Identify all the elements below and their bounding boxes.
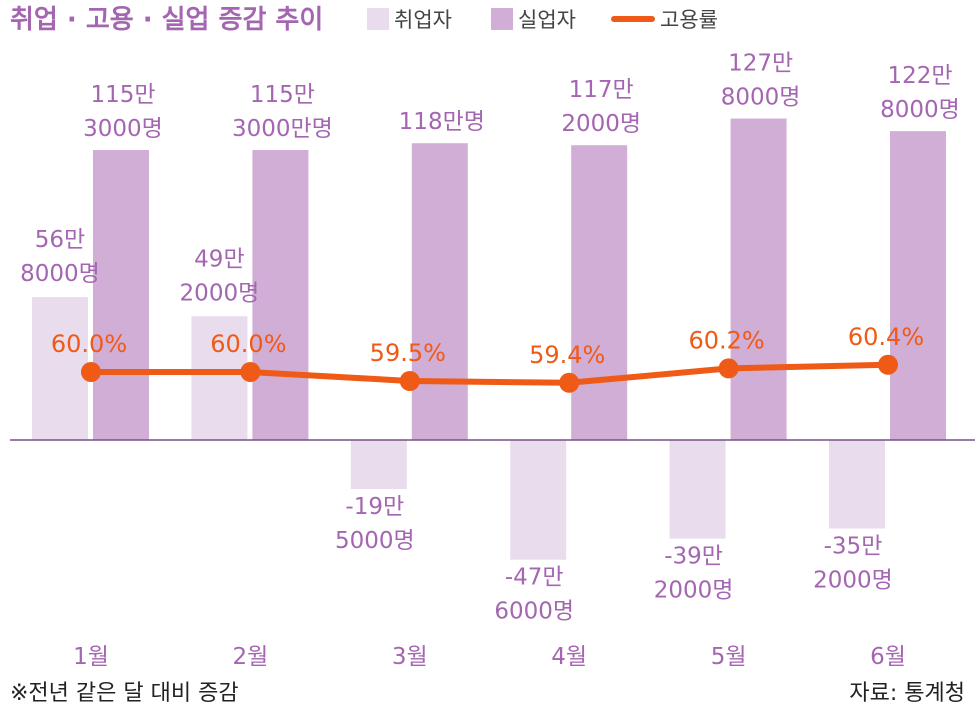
unemployed-bar xyxy=(890,131,946,440)
legend-unemployed-swatch xyxy=(491,8,513,30)
rate-line xyxy=(91,361,889,386)
rate-value-label: 60.0% xyxy=(210,330,286,358)
employed-value-label: -35만 2000명 xyxy=(813,534,893,594)
rate-point xyxy=(718,358,739,379)
employed-value-label: -39만 2000명 xyxy=(654,544,734,604)
unemployed-bar xyxy=(252,150,309,440)
employed-bar xyxy=(350,440,407,490)
unemployed-bar xyxy=(571,145,628,440)
x-tick-label: 6월 xyxy=(870,644,906,670)
plot-area: 56만 8000명 115만 3000명 1월 49만 2000명 115만 3000만명 2월 -… xyxy=(10,51,975,670)
source-note: 자료: 통계청 xyxy=(849,681,965,706)
rate-point xyxy=(240,362,261,382)
employed-bar xyxy=(829,440,885,529)
employed-bar xyxy=(32,297,88,440)
rate-value-label: 59.5% xyxy=(370,339,446,367)
x-tick-label: 2월 xyxy=(233,644,269,670)
employed-value-label: -47만 6000명 xyxy=(494,565,574,625)
rate-point xyxy=(399,371,420,391)
rate-point xyxy=(878,354,898,375)
unemployed-bar xyxy=(730,118,787,441)
legend-unemployed-label: 실업자 xyxy=(518,8,576,32)
employed-value-label: 49만 2000명 xyxy=(180,246,260,306)
unemployed-value-label: 115만 3000명 xyxy=(83,82,163,142)
employed-value-label: -19만 5000명 xyxy=(335,494,415,554)
unemployed-value-label: 118만명 xyxy=(399,109,485,135)
rate-value-label: 59.4% xyxy=(529,341,605,369)
unemployed-bar xyxy=(411,143,468,440)
chart-title: 취업 · 고용 · 실업 증감 추이 xyxy=(10,5,323,35)
legend: 취업자 실업자 고용률 xyxy=(367,8,718,32)
x-tick-label: 4월 xyxy=(551,644,587,670)
rate-point xyxy=(81,362,101,382)
unemployed-value-label: 127만 8000명 xyxy=(721,51,801,111)
x-tick-label: 1월 xyxy=(73,644,109,670)
employed-value-label: 56만 8000명 xyxy=(20,227,100,287)
unemployed-value-label: 117만 2000명 xyxy=(561,77,641,137)
x-tick-label: 5월 xyxy=(711,644,747,670)
legend-employed-swatch xyxy=(367,8,389,30)
footnote: ※전년 같은 달 대비 증감 xyxy=(10,681,239,706)
employed-bar xyxy=(669,440,726,539)
unemployed-bar xyxy=(93,150,149,440)
rate-point xyxy=(559,372,580,393)
rate-value-label: 60.0% xyxy=(51,330,127,358)
rate-value-label: 60.4% xyxy=(848,323,924,351)
rate-value-label: 60.2% xyxy=(688,326,764,354)
x-tick-label: 3월 xyxy=(392,644,428,670)
unemployed-value-label: 115만 3000만명 xyxy=(232,82,333,142)
employed-bar xyxy=(510,440,567,560)
unemployed-value-label: 122만 8000명 xyxy=(880,63,960,123)
legend-employed-label: 취업자 xyxy=(394,8,452,32)
legend-rate-label: 고용률 xyxy=(660,8,718,32)
employed-bar xyxy=(191,316,248,440)
